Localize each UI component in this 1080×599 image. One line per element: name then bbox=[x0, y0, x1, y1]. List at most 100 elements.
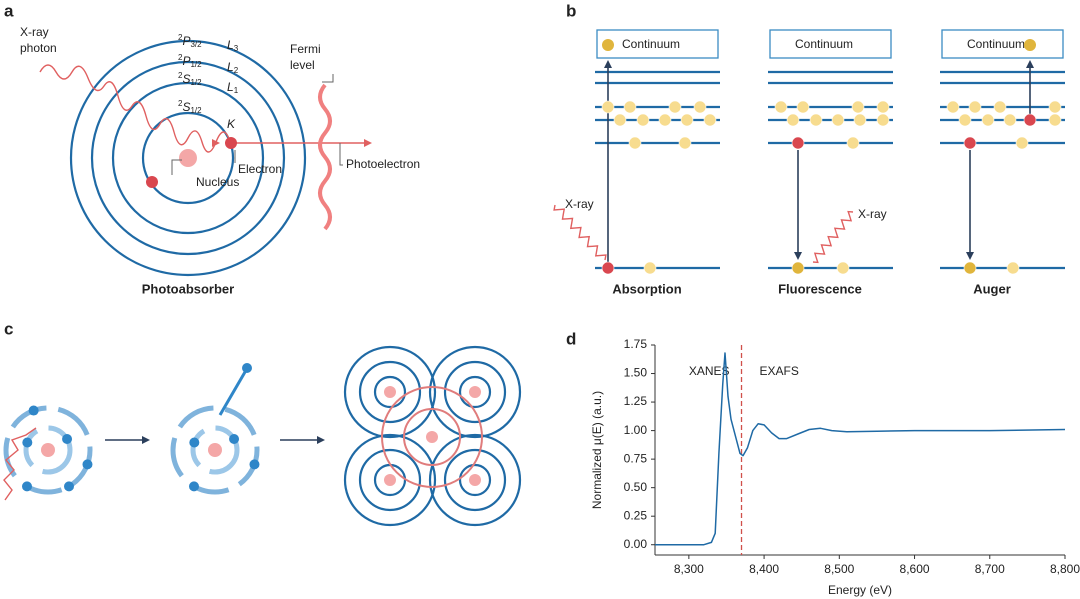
shell-label: L2 bbox=[227, 60, 239, 75]
fermi-level bbox=[318, 83, 332, 231]
shell-label: L1 bbox=[227, 80, 239, 95]
level-label: 2S1/2 bbox=[178, 99, 202, 115]
wave-front bbox=[428, 345, 522, 439]
outgoing-wave bbox=[403, 408, 461, 466]
y-tick-label: 0.50 bbox=[624, 480, 648, 494]
orbit bbox=[190, 425, 240, 475]
leader bbox=[339, 143, 343, 166]
wave-front bbox=[428, 433, 522, 527]
x-tick-label: 8,500 bbox=[824, 562, 854, 576]
electron bbox=[1048, 113, 1062, 127]
level-sup: 2 bbox=[178, 99, 183, 108]
electron bbox=[774, 100, 788, 114]
orbit bbox=[170, 405, 260, 495]
electron bbox=[658, 113, 672, 127]
leader bbox=[322, 74, 334, 83]
electron bbox=[229, 434, 240, 444]
electron bbox=[796, 100, 810, 114]
shell-label: K bbox=[227, 117, 236, 131]
arrowhead bbox=[1026, 60, 1034, 68]
y-tick-label: 1.75 bbox=[624, 337, 648, 351]
data-line bbox=[655, 352, 1066, 546]
y-tick-label: 0.25 bbox=[624, 508, 648, 522]
nucleus bbox=[179, 149, 197, 167]
fermi-label: level bbox=[290, 58, 315, 72]
level-label: 2P1/2 bbox=[178, 53, 202, 69]
electron bbox=[680, 113, 694, 127]
x-axis-label: Energy (eV) bbox=[828, 583, 892, 597]
nucleus bbox=[41, 443, 55, 457]
electron bbox=[643, 261, 657, 275]
wave-front bbox=[458, 463, 492, 497]
panel-label: a bbox=[4, 1, 14, 20]
level-label: 2P3/2 bbox=[178, 33, 202, 49]
xray-label: photon bbox=[20, 41, 57, 55]
arrowhead bbox=[364, 139, 372, 147]
orbit bbox=[69, 39, 307, 277]
wave-front bbox=[358, 360, 422, 424]
caption: Auger bbox=[973, 281, 1011, 296]
orbit bbox=[23, 425, 73, 475]
electron bbox=[876, 100, 890, 114]
y-tick-label: 1.00 bbox=[624, 423, 648, 437]
electron bbox=[963, 261, 977, 275]
fermi-label: Fermi bbox=[290, 42, 321, 56]
level-letter: S bbox=[182, 72, 190, 86]
x-tick-label: 8,400 bbox=[749, 562, 779, 576]
xray-label: X-ray bbox=[20, 25, 49, 39]
electron bbox=[601, 100, 615, 114]
electron bbox=[958, 113, 972, 127]
electron bbox=[853, 113, 867, 127]
electron bbox=[703, 113, 717, 127]
shell-letter: L bbox=[227, 80, 234, 94]
level-letter: P bbox=[182, 54, 190, 68]
wave-front bbox=[343, 433, 437, 527]
absorber-atom bbox=[426, 431, 438, 443]
orbit bbox=[111, 81, 265, 235]
xray-wave bbox=[39, 64, 231, 153]
wave-front bbox=[373, 375, 407, 409]
electron bbox=[851, 100, 865, 114]
wave-front bbox=[443, 360, 507, 424]
level-sub: 1/2 bbox=[190, 60, 202, 69]
electron bbox=[963, 136, 977, 150]
caption: Photoabsorber bbox=[142, 281, 234, 296]
electron bbox=[786, 113, 800, 127]
electron bbox=[22, 481, 32, 492]
y-axis-label: Normalized μ(E) (a.u.) bbox=[590, 391, 604, 509]
level-letter: P bbox=[182, 34, 190, 48]
x-tick-label: 8,300 bbox=[674, 562, 704, 576]
panel-a: a X-ray photon Nucleus Electron Fermi le… bbox=[4, 1, 420, 296]
annotation: EXAFS bbox=[760, 364, 799, 378]
caption: Fluorescence bbox=[778, 281, 862, 296]
wave-front bbox=[358, 448, 422, 512]
electron bbox=[668, 100, 682, 114]
panel-label: b bbox=[566, 1, 576, 20]
electron bbox=[242, 363, 252, 373]
shell-label: L3 bbox=[227, 38, 239, 53]
annotation: XANES bbox=[689, 364, 730, 378]
continuum-box bbox=[769, 29, 892, 59]
level-sup: 2 bbox=[178, 71, 183, 80]
electron-label: Electron bbox=[238, 162, 282, 176]
continuum-box bbox=[596, 29, 719, 59]
electron bbox=[791, 261, 805, 275]
shell-letter: K bbox=[227, 117, 236, 131]
electron bbox=[636, 113, 650, 127]
x-tick-label: 8,800 bbox=[1050, 562, 1080, 576]
level-label: 2S1/2 bbox=[178, 71, 202, 87]
electron-dot bbox=[225, 137, 237, 149]
nucleus bbox=[208, 443, 222, 457]
electron bbox=[628, 136, 642, 150]
electron bbox=[602, 39, 614, 51]
wave-front bbox=[458, 375, 492, 409]
electron bbox=[613, 113, 627, 127]
electron bbox=[791, 136, 805, 150]
electron bbox=[946, 100, 960, 114]
shell-sub: 2 bbox=[234, 66, 239, 75]
arrowhead bbox=[212, 139, 220, 147]
panel-b: b Continuum X-ray Absorption Continuum X-ray… bbox=[553, 1, 1065, 296]
electron bbox=[846, 136, 860, 150]
shell-sub: 1 bbox=[234, 86, 239, 95]
electron bbox=[623, 100, 637, 114]
